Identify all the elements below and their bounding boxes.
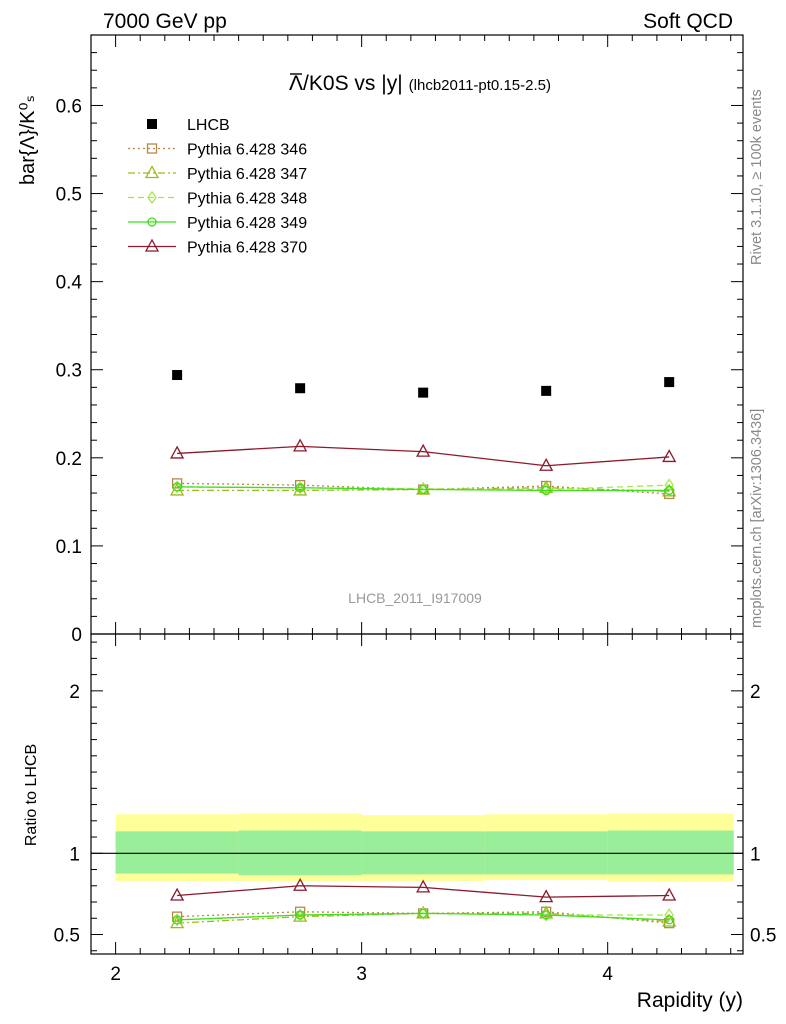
- main-data-point: [539, 479, 554, 493]
- main-series-line: [177, 445, 670, 467]
- legend-label: Pythia 6.428 346: [187, 142, 307, 159]
- main-data-point: [664, 485, 674, 496]
- main-data-point: [541, 485, 551, 496]
- legend-marker: [147, 190, 157, 205]
- ratio-data-point: [662, 913, 677, 927]
- main-data-point: [170, 445, 185, 459]
- mcplots-label: mcplots.cern.ch [arXiv:1306.3436]: [749, 409, 765, 628]
- ratio-uncertainty-bands: [91, 813, 743, 882]
- ratio-y-tick-label-right: 1: [750, 844, 761, 865]
- ratio-data-point: [541, 908, 551, 922]
- ratio-plot-panel: 0.5 0.5 1 1 2 2 2 3 4 Ratio to LHCB Rapidity (y): [23, 633, 776, 1012]
- ratio-data-point: [172, 915, 182, 925]
- main-data-point: [418, 387, 429, 398]
- main-data-point: [416, 443, 431, 457]
- ratio-y-tick-label-right: 2: [750, 682, 761, 703]
- ratio-data-point: [293, 877, 308, 891]
- ratio-series-line: [177, 885, 670, 898]
- ratio-data-point: [172, 913, 182, 927]
- legend-label: Pythia 6.428 347: [187, 166, 307, 183]
- main-series-line: [177, 486, 670, 492]
- main-title-sub: (lhcb2011-pt0.15-2.5): [409, 77, 551, 94]
- header-right: Soft QCD: [643, 10, 733, 33]
- main-series-4: [172, 482, 674, 496]
- legend: LHCB Pythia 6.428 346 Pythia 6.428 347 Pyth…: [128, 117, 307, 257]
- x-tick-label: 3: [356, 964, 367, 985]
- y-tick-label: 0.5: [56, 185, 82, 206]
- main-data-point: [295, 481, 305, 495]
- main-data-point: [293, 438, 308, 452]
- ratio-data-point: [664, 908, 674, 922]
- main-data-point: [295, 483, 305, 493]
- main-y-axis-label: bar{Λ}/K⁰ₛ: [17, 95, 39, 185]
- legend-marker: [147, 217, 157, 227]
- legend-label: LHCB: [187, 117, 230, 134]
- legend-marker: [146, 143, 158, 154]
- ratio-data-point: [295, 908, 305, 922]
- main-data-point: [295, 383, 306, 394]
- y-tick-label: 0.4: [56, 273, 83, 294]
- legend-label: Pythia 6.428 348: [187, 191, 307, 208]
- main-watermark: LHCB_2011_I917009: [348, 590, 482, 606]
- ratio-y-tick-label: 2: [69, 682, 80, 703]
- main-title: Λ/K0S vs |y| (lhcb2011-pt0.15-2.5): [289, 72, 551, 95]
- y-tick-label: 0: [71, 625, 82, 646]
- ratio-y-tick-label: 1: [69, 844, 80, 865]
- ratio-y-tick-label-right: 0.5: [750, 926, 776, 947]
- main-data-point: [294, 479, 306, 491]
- x-tick-label: 2: [110, 964, 121, 985]
- main-data-point: [664, 377, 675, 388]
- main-data-point: [541, 385, 552, 396]
- main-data-point: [418, 484, 428, 495]
- legend-label: Pythia 6.428 349: [187, 215, 307, 232]
- ratio-plot-frame: [90, 633, 744, 955]
- legend-marker: [144, 238, 160, 252]
- main-title-text: Λ/K0S vs |y|: [289, 72, 403, 95]
- y-tick-label: 0.2: [56, 449, 82, 470]
- ratio-band-inner: [607, 830, 734, 875]
- ratio-data-point: [539, 889, 554, 903]
- main-series-0: [172, 370, 675, 398]
- ratio-data-point: [295, 910, 305, 920]
- x-axis-label: Rapidity (y): [637, 989, 743, 1012]
- legend-marker: [144, 165, 160, 179]
- ratio-data-point: [418, 906, 428, 920]
- ratio-data-point: [171, 911, 183, 922]
- main-series-layer: [170, 370, 677, 500]
- ratio-series-layer: [170, 877, 677, 929]
- ratio-data-point: [170, 887, 185, 901]
- y-tick-label: 0.6: [56, 96, 82, 117]
- legend-label: Pythia 6.428 370: [187, 240, 307, 257]
- ratio-series-3: [172, 908, 674, 925]
- ratio-data-point: [664, 915, 674, 925]
- main-data-point: [662, 449, 677, 463]
- main-data-point: [172, 370, 183, 381]
- ratio-data-point: [416, 879, 431, 893]
- ratio-data-point: [541, 910, 551, 920]
- main-data-point: [539, 457, 554, 471]
- ratio-y-tick-label: 0.5: [54, 926, 80, 947]
- ratio-y-axis-label: Ratio to LHCB: [23, 744, 40, 846]
- x-tick-label: 4: [602, 964, 613, 985]
- main-data-point: [172, 482, 182, 492]
- ratio-band-inner: [115, 831, 239, 874]
- header-left: 7000 GeV pp: [103, 10, 227, 33]
- main-ticks: 0 0.1 0.2 0.3 0.4 0.5 0.6: [56, 35, 743, 646]
- y-tick-label: 0.1: [56, 537, 82, 558]
- main-plot-panel: 0 0.1 0.2 0.3 0.4 0.5 0.6 Λ/K0S vs |y| (lhcb201…: [17, 34, 744, 646]
- ratio-data-point: [662, 887, 677, 901]
- y-tick-label: 0.3: [56, 361, 82, 382]
- main-data-point: [171, 478, 183, 489]
- main-data-point: [172, 480, 182, 494]
- rivet-label: Rivet 3.1.10, ≥ 100k events: [749, 89, 765, 265]
- ratio-ticks: 0.5 0.5 1 1 2 2 2 3 4: [54, 634, 776, 985]
- main-series-5: [170, 438, 677, 471]
- ratio-series-4: [170, 877, 677, 903]
- ratio-series-line: [177, 912, 670, 921]
- ratio-data-point: [418, 908, 428, 919]
- legend-marker: [147, 119, 157, 129]
